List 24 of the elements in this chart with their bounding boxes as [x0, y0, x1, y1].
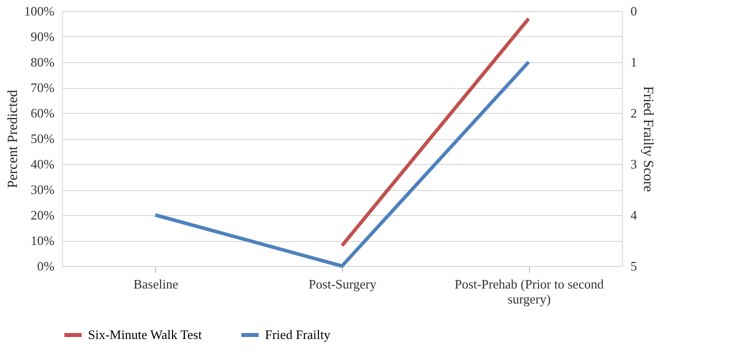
y-tick-label: 50% [30, 131, 55, 146]
y-tick-label: 70% [30, 80, 55, 95]
y-tick-label: 30% [30, 182, 55, 197]
y2-tick-label: 1 [630, 54, 637, 70]
y-tick-label: 20% [30, 208, 55, 222]
legend-label: Fried Frailty [265, 327, 331, 342]
x-tick-label: Post-Surgery [308, 276, 377, 292]
y-tick-label: 40% [30, 156, 55, 172]
y-tick-label: 100% [24, 4, 55, 18]
x-tick-label: Baseline [133, 276, 178, 292]
y-tick-label: 80% [30, 54, 55, 70]
y-tick-label: 60% [30, 106, 55, 120]
y-tick-label: 10% [30, 233, 55, 248]
y2-tick-label: 3 [630, 156, 637, 172]
y2-tick-label: 4 [630, 208, 638, 222]
y-axis-title: Percent Predicted [6, 90, 22, 188]
x-tick-label: Post-Prehab (Prior to second surgery) [454, 276, 604, 306]
y2-axis-title: Fried Frailty Score [640, 86, 655, 192]
y-tick-label: 90% [30, 29, 55, 44]
y2-tick-label: 2 [630, 106, 637, 120]
y2-tick-label: 0 [630, 4, 637, 18]
y2-tick-label: 5 [630, 258, 637, 274]
y-tick-label: 0% [37, 258, 55, 274]
legend-label: Six-Minute Walk Test [88, 327, 202, 342]
